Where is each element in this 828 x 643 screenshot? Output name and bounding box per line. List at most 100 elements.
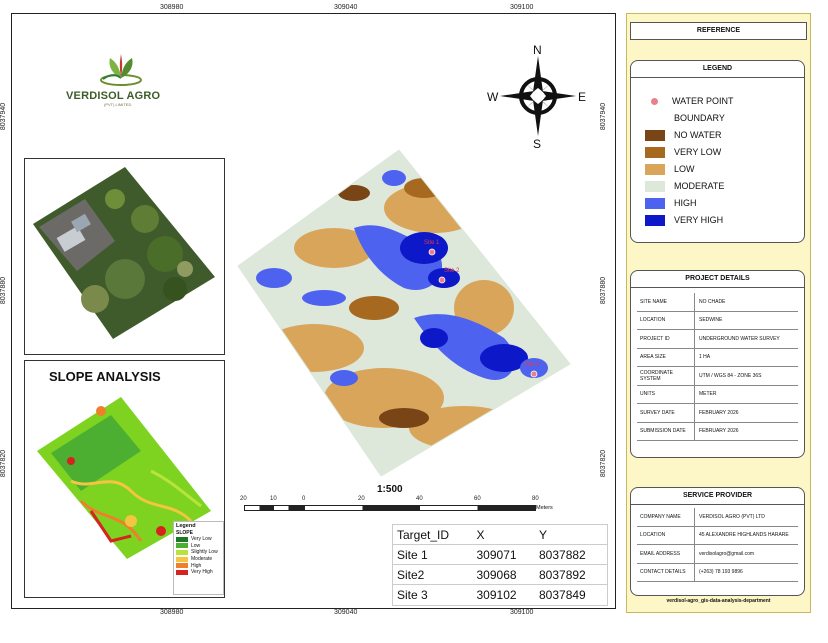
detail-value: 45 ALEXANDRE HIGHLANDS HARARE: [699, 532, 789, 539]
legend-label: VERY HIGH: [674, 215, 724, 225]
detail-key: EMAIL ADDRESS: [637, 545, 695, 563]
col-header-x: X: [476, 527, 485, 542]
compass-south: S: [533, 137, 541, 151]
detail-value: UTM / WGS 84 - ZONE 36S: [699, 372, 762, 379]
detail-key: AREA SIZE: [637, 348, 695, 366]
slope-legend-swatch: [176, 563, 188, 569]
slope-legend-label: High: [191, 562, 202, 569]
coord-right-3: 8037820: [600, 449, 608, 478]
detail-value: UNDERGROUND WATER SURVEY: [699, 335, 780, 342]
legend-item: WATER POINT: [645, 95, 734, 107]
coord-left-2: 8037880: [0, 276, 8, 305]
detail-row: SURVEY DATE FEBRUARY 2026: [637, 404, 798, 423]
detail-row: LOCATION 45 ALEXANDRE HIGHLANDS HARARE: [637, 526, 798, 545]
detail-row: SUBMISSION DATE FEBRUARY 2026: [637, 422, 798, 441]
legend-label: HIGH: [674, 198, 697, 208]
legend-swatch: [645, 112, 665, 124]
water-point-icon: [651, 97, 658, 105]
slope-legend-swatch: [176, 543, 188, 549]
water-potential-map: Site 1 Site 2 Site 3: [237, 149, 571, 477]
legend-label: MODERATE: [674, 181, 725, 191]
detail-row: EMAIL ADDRESS verdisolagro@gmail.com: [637, 545, 798, 564]
legend-swatch: [645, 214, 665, 226]
table-cell: 309071: [476, 547, 517, 562]
scale-tick: 10: [270, 496, 277, 502]
detail-key: LOCATION: [637, 526, 695, 544]
project-details-title: PROJECT DETAILS: [631, 271, 804, 288]
service-provider-card: SERVICE PROVIDER COMPANY NAME VERDISOL AG…: [630, 487, 805, 596]
legend-label: BOUNDARY: [674, 113, 725, 123]
coord-top-2: 309040: [334, 4, 358, 11]
scale-segment: [304, 505, 536, 511]
col-header-target-id: Target_ID: [397, 527, 450, 542]
coord-bottom-1: 308980: [160, 609, 184, 616]
slope-legend-swatch: [176, 569, 188, 575]
scale-unit: Meters: [536, 505, 553, 511]
reference-panel: REFERENCE LEGEND WATER POINT BOUNDARY NO W…: [626, 13, 811, 613]
detail-row: COMPANY NAME VERDISOL AGRO (PVT) LTD: [637, 508, 798, 527]
slope-legend-item: Very Low: [174, 536, 223, 543]
slope-legend: Legend SLOPE Very Low Low Slightly Low Mode…: [173, 521, 224, 595]
water-point-site-1: Site 1: [424, 240, 440, 256]
scale-tick: 40: [416, 496, 423, 502]
table-row: Site2 309068 8037892: [393, 565, 607, 585]
water-point-label-2: Site 2: [444, 268, 460, 274]
detail-value: FEBRUARY 2026: [699, 409, 739, 416]
legend-label: NO WATER: [674, 130, 722, 140]
coord-bottom-2: 309040: [334, 609, 358, 616]
table-header-row: Target_ID X Y: [393, 525, 607, 545]
detail-value: METER: [699, 391, 717, 398]
col-header-y: Y: [539, 527, 548, 542]
department-footer: verdisol-agro_gis-data-analysis-departme…: [666, 598, 771, 604]
coord-left-1: 8037940: [0, 102, 8, 131]
coord-right-2: 8037880: [600, 276, 608, 305]
slope-legend-item: Very High: [174, 569, 223, 576]
service-provider-title: SERVICE PROVIDER: [631, 488, 804, 505]
scale-segment: [244, 505, 304, 511]
slope-legend-swatch: [176, 536, 188, 542]
legend-title: LEGEND: [631, 61, 804, 78]
water-point-label-3: Site 3: [524, 362, 540, 368]
slope-title: SLOPE ANALYSIS: [49, 369, 161, 384]
table-cell: Site 1: [397, 547, 428, 562]
coord-bottom-3: 309100: [510, 609, 534, 616]
legend-swatch: [645, 197, 665, 209]
detail-row: AREA SIZE 1 HA: [637, 348, 798, 367]
legend-swatch: [645, 163, 665, 175]
legend-item: VERY HIGH: [645, 214, 723, 226]
detail-key: PROJECT ID: [637, 330, 695, 348]
detail-value: NO CHADE: [699, 298, 726, 305]
slope-legend-item: Slightly Low: [174, 549, 223, 556]
aerial-photo-image: [33, 167, 215, 339]
legend-label: VERY LOW: [674, 147, 722, 157]
table-cell: 309102: [476, 587, 517, 602]
water-point-label-1: Site 1: [424, 240, 440, 246]
slope-legend-swatch: [176, 556, 188, 562]
slope-legend-subtitle: SLOPE: [176, 530, 193, 536]
detail-key: CONTACT DETAILS: [637, 563, 695, 581]
legend-item: LOW: [645, 163, 695, 175]
detail-value: (+263) 78 193 9896: [699, 569, 743, 576]
scale-tick: 60: [474, 496, 481, 502]
slope-legend-label: Low: [191, 542, 201, 549]
legend-swatch: [645, 129, 665, 141]
detail-row: COORDINATE SYSTEM UTM / WGS 84 - ZONE 36S: [637, 367, 798, 386]
compass-east: E: [578, 90, 586, 104]
logo-leaf-icon: [100, 54, 142, 86]
project-details-card: PROJECT DETAILS SITE NAME NO CHADE LOCATIO…: [630, 270, 805, 458]
legend-swatch: [645, 180, 665, 192]
detail-value: FEBRUARY 2026: [699, 428, 739, 435]
table-cell: 8037882: [539, 547, 586, 562]
legend-card: LEGEND WATER POINT BOUNDARY NO WATER VERY L…: [630, 60, 805, 243]
legend-label: WATER POINT: [672, 96, 734, 106]
coord-top-1: 308980: [160, 4, 184, 11]
compass-west: W: [487, 90, 499, 104]
water-point-site-2: Site 2: [438, 268, 460, 284]
detail-key: UNITS: [637, 385, 695, 403]
slope-map-image: [37, 397, 211, 559]
scale-tick: 20: [240, 496, 247, 502]
coord-left-3: 8037820: [0, 449, 8, 478]
scale-tick: 0: [302, 496, 306, 502]
detail-key: SURVEY DATE: [637, 404, 695, 422]
slope-legend-title: Legend: [176, 523, 196, 529]
